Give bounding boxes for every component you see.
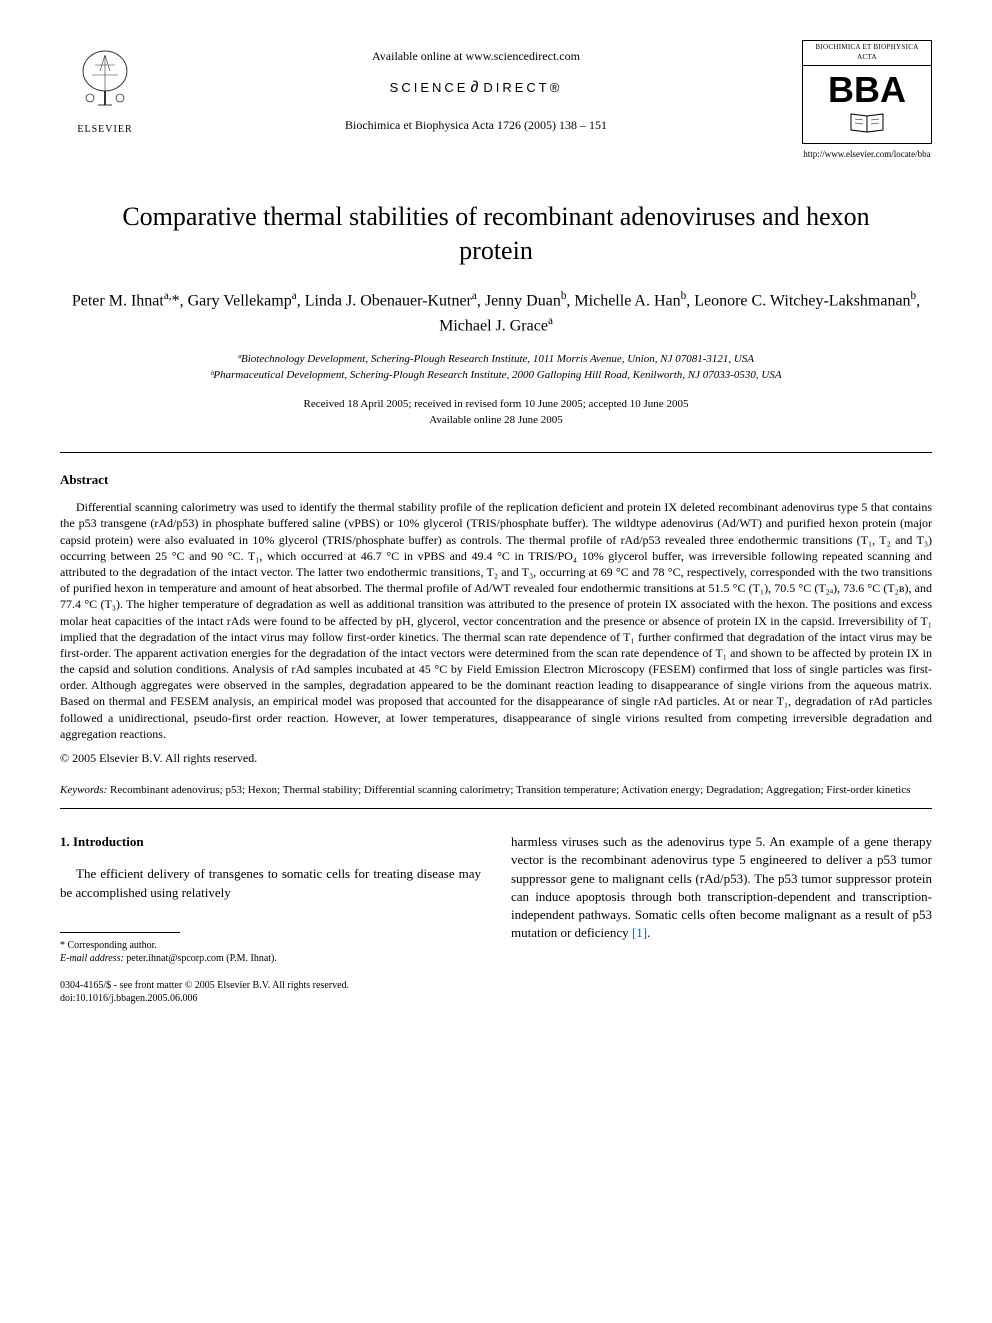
- footnote-separator: [60, 932, 180, 933]
- intro-para-left: The efficient delivery of transgenes to …: [60, 865, 481, 901]
- available-date: Available online 28 June 2005: [60, 413, 932, 428]
- center-header: Available online at www.sciencedirect.co…: [150, 40, 802, 134]
- footer-line1: 0304-4165/$ - see front matter © 2005 El…: [60, 979, 932, 992]
- intro-right-text1: harmless viruses such as the adenovirus …: [511, 834, 932, 940]
- elsevier-label: ELSEVIER: [77, 123, 132, 137]
- author-list: Peter M. Ihnata,*, Gary Vellekampa, Lind…: [60, 288, 932, 339]
- page-footer: 0304-4165/$ - see front matter © 2005 El…: [60, 979, 932, 1005]
- sd-word2: DIRECT®: [483, 80, 562, 95]
- sd-word1: SCIENCE: [390, 80, 469, 95]
- column-right: harmless viruses such as the adenovirus …: [511, 833, 932, 965]
- received-date: Received 18 April 2005; received in revi…: [60, 397, 932, 412]
- divider-bottom: [60, 808, 932, 809]
- column-left: 1. Introduction The efficient delivery o…: [60, 833, 481, 965]
- corresponding-author: * Corresponding author.: [60, 939, 481, 952]
- intro-para-right: harmless viruses such as the adenovirus …: [511, 833, 932, 942]
- abstract-text: Differential scanning calorimetry was us…: [60, 499, 932, 742]
- abstract-heading: Abstract: [60, 471, 932, 489]
- keywords-text: Recombinant adenovirus; p53; Hexon; Ther…: [107, 784, 910, 796]
- affiliation-a: ªBiotechnology Development, Schering-Plo…: [60, 352, 932, 367]
- reference-link-1[interactable]: [1]: [632, 925, 647, 940]
- email-label: E-mail address:: [60, 953, 124, 964]
- intro-right-text2: .: [647, 925, 650, 940]
- article-dates: Received 18 April 2005; received in revi…: [60, 397, 932, 428]
- journal-reference: Biochimica et Biophysica Acta 1726 (2005…: [150, 117, 802, 134]
- keywords-block: Keywords: Recombinant adenovirus; p53; H…: [60, 783, 932, 798]
- bba-url: http://www.elsevier.com/locate/bba: [802, 148, 932, 161]
- body-columns: 1. Introduction The efficient delivery o…: [60, 833, 932, 965]
- email-line: E-mail address: peter.ihnat@spcorp.com (…: [60, 952, 481, 965]
- copyright-line: © 2005 Elsevier B.V. All rights reserved…: [60, 750, 932, 767]
- science-direct-logo: SCIENCE∂DIRECT®: [150, 77, 802, 99]
- affiliations: ªBiotechnology Development, Schering-Plo…: [60, 352, 932, 383]
- intro-heading: 1. Introduction: [60, 833, 481, 851]
- bba-book-icon: [807, 110, 927, 139]
- affiliation-b: ᵇPharmaceutical Development, Schering-Pl…: [60, 368, 932, 383]
- keywords-label: Keywords:: [60, 784, 107, 796]
- bba-journal-box: BIOCHIMICA ET BIOPHYSICA ACTA BBA http:/…: [802, 40, 932, 160]
- header-row: ELSEVIER Available online at www.science…: [60, 40, 932, 160]
- bba-acronym: BBA: [807, 72, 927, 108]
- footnote-block: * Corresponding author. E-mail address: …: [60, 939, 481, 965]
- elsevier-logo: ELSEVIER: [60, 40, 150, 140]
- sd-swirl-icon: ∂: [470, 77, 481, 99]
- available-online-text: Available online at www.sciencedirect.co…: [150, 48, 802, 65]
- bba-fullname: BIOCHIMICA ET BIOPHYSICA ACTA: [802, 40, 932, 66]
- email-address: peter.ihnat@spcorp.com (P.M. Ihnat).: [124, 953, 277, 964]
- bba-main: BBA: [802, 66, 932, 144]
- divider-top: [60, 452, 932, 453]
- article-title: Comparative thermal stabilities of recom…: [100, 200, 892, 268]
- footer-line2: doi:10.1016/j.bbagen.2005.06.006: [60, 992, 932, 1005]
- abstract-body: Differential scanning calorimetry was us…: [60, 499, 932, 742]
- elsevier-tree-icon: [70, 43, 140, 121]
